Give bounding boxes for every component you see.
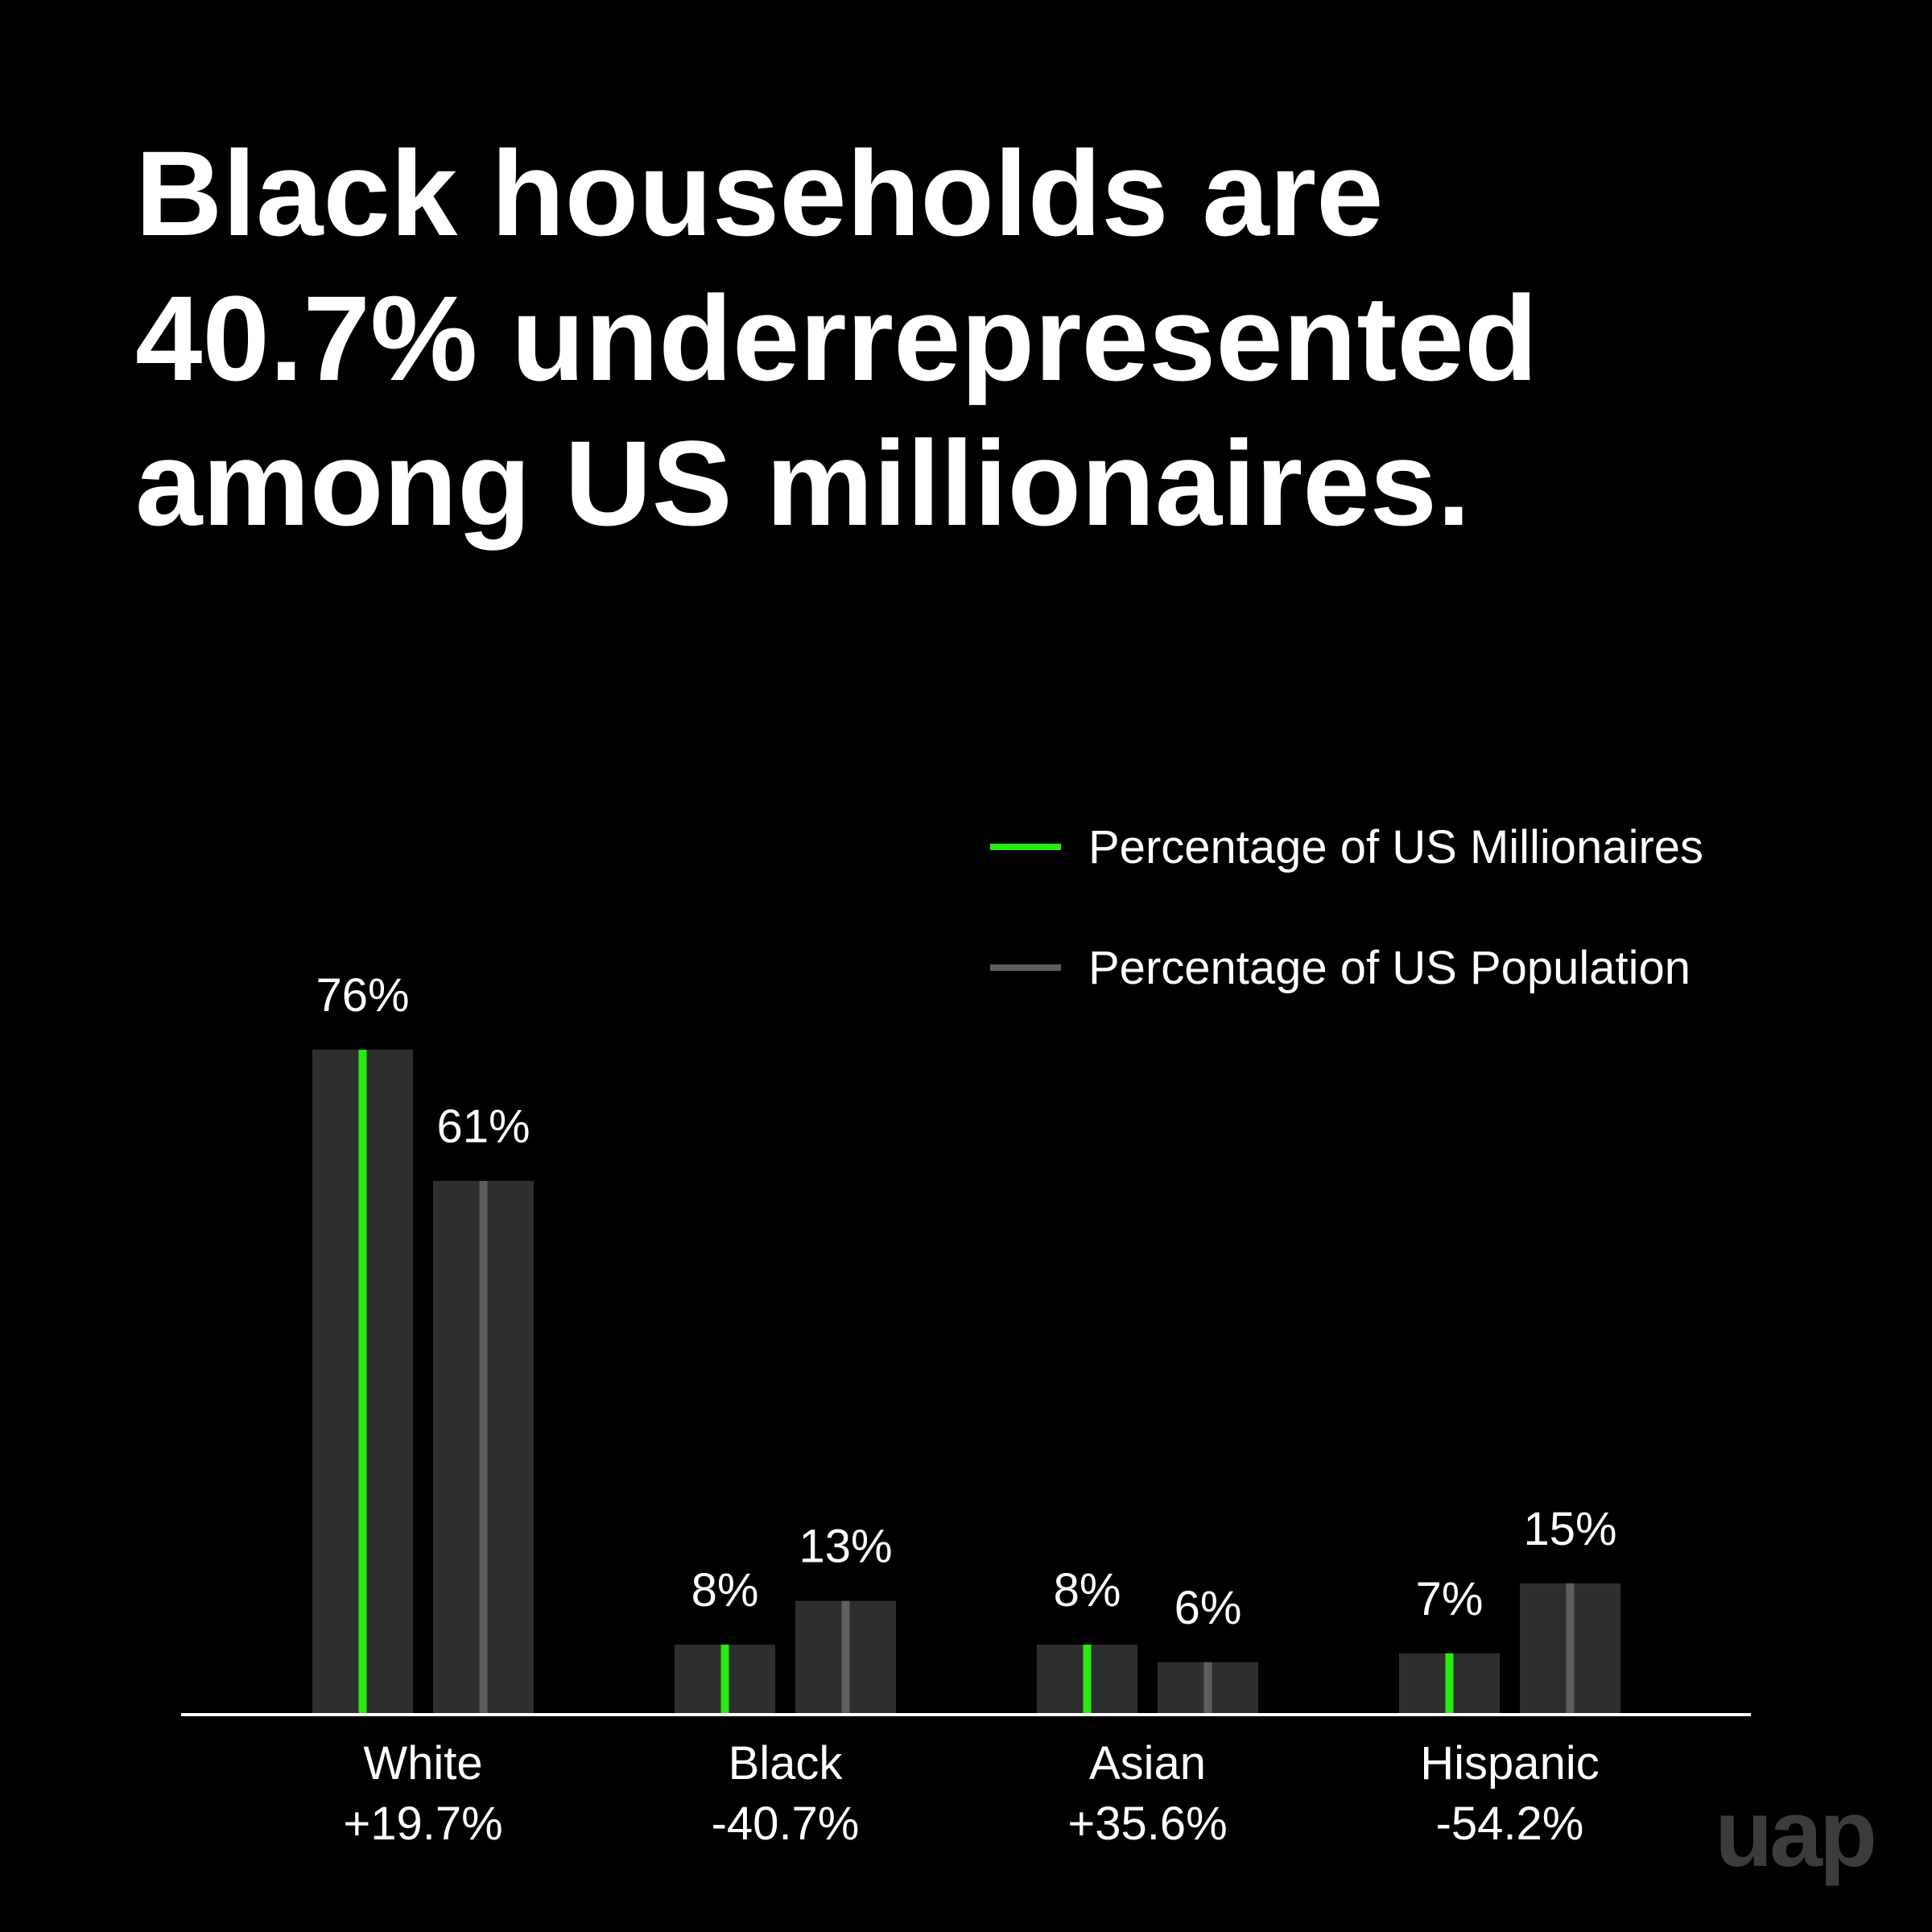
value-label-white-millionaires: 76% bbox=[316, 969, 409, 1022]
bar-marker-hispanic-millionaires bbox=[1445, 1653, 1454, 1715]
title-line-3: among US millionaires. bbox=[135, 415, 1471, 551]
value-label-black-millionaires: 8% bbox=[691, 1564, 759, 1616]
category-label-white: White bbox=[363, 1737, 482, 1790]
category-label-black: Black bbox=[729, 1737, 844, 1790]
category-note-asian: +35.6% bbox=[1067, 1798, 1227, 1850]
bar-marker-hispanic-population bbox=[1566, 1583, 1575, 1715]
chart-title: Black households are 40.7% underrepresen… bbox=[135, 121, 1826, 555]
legend-label-millionaires: Percentage of US Millionaires bbox=[1088, 821, 1703, 873]
category-note-hispanic: -54.2% bbox=[1436, 1798, 1584, 1850]
bar-marker-asian-population bbox=[1203, 1662, 1212, 1715]
bar-marker-asian-millionaires bbox=[1083, 1645, 1092, 1715]
legend-label-population: Percentage of US Population bbox=[1088, 942, 1690, 994]
title-line-2: 40.7% underrepresented bbox=[135, 270, 1538, 406]
value-label-white-population: 61% bbox=[436, 1100, 530, 1153]
value-label-hispanic-millionaires: 7% bbox=[1416, 1573, 1484, 1625]
value-label-hispanic-population: 15% bbox=[1523, 1503, 1616, 1555]
value-labels-group: 76% 61% 8% 13% 8% 6% 7% 15% bbox=[316, 969, 1616, 1634]
value-label-asian-millionaires: 8% bbox=[1054, 1564, 1121, 1616]
value-label-black-population: 13% bbox=[799, 1521, 892, 1573]
bars-group bbox=[312, 1049, 1620, 1715]
bar-marker-black-millionaires bbox=[720, 1645, 729, 1715]
bar-marker-white-population bbox=[479, 1180, 488, 1715]
category-label-hispanic: Hispanic bbox=[1420, 1737, 1599, 1790]
category-note-white: +19.7% bbox=[343, 1798, 502, 1850]
category-note-black: -40.7% bbox=[712, 1798, 860, 1850]
category-label-asian: Asian bbox=[1089, 1737, 1206, 1790]
category-labels-group: White +19.7% Black -40.7% Asian +35.6% Hispani… bbox=[343, 1737, 1599, 1850]
bar-marker-white-millionaires bbox=[358, 1049, 367, 1715]
uap-logo: uap bbox=[1715, 1781, 1874, 1887]
title-line-1: Black households are bbox=[135, 126, 1384, 261]
bar-marker-black-population bbox=[841, 1600, 850, 1715]
value-label-asian-population: 6% bbox=[1174, 1582, 1242, 1634]
chart-legend: Percentage of US Millionaires Percentage … bbox=[990, 821, 1703, 994]
